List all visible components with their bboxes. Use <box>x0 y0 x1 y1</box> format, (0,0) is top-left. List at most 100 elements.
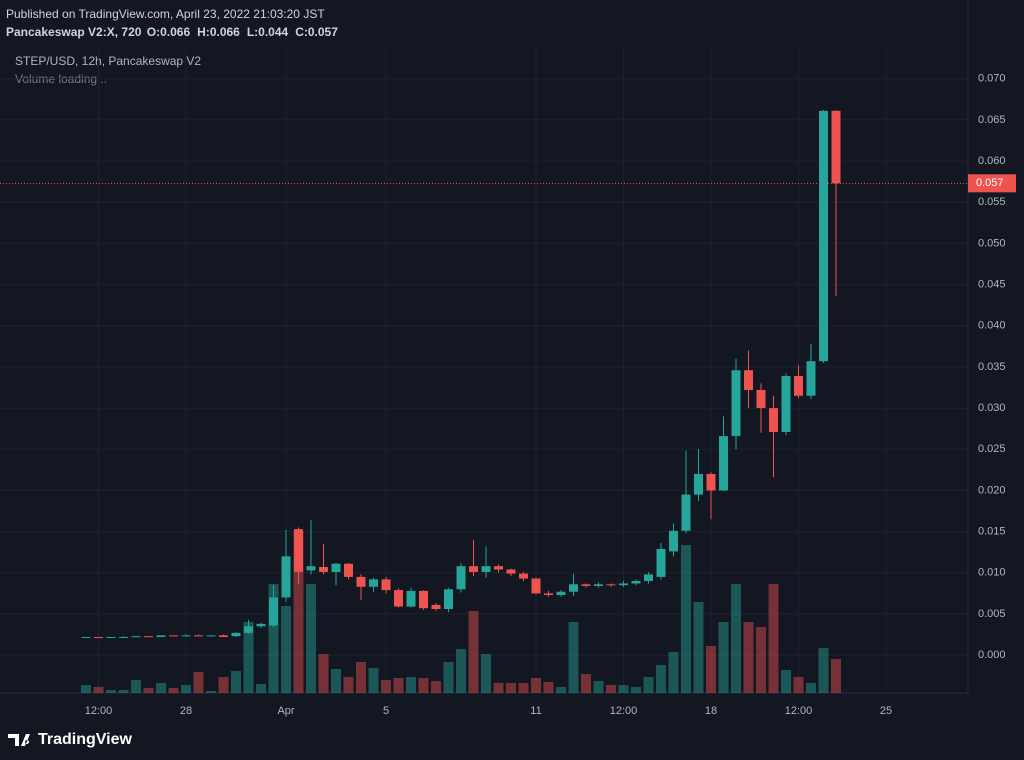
volume-bar <box>781 670 791 693</box>
candle-body <box>94 637 103 639</box>
candle-body <box>156 635 166 638</box>
candle-body <box>244 626 253 633</box>
ohlc-value: 0.044 <box>258 25 289 39</box>
volume-bar <box>418 678 429 693</box>
candle-body <box>256 623 266 627</box>
candle-body <box>594 584 603 586</box>
x-tick-label: 12:00 <box>610 705 638 717</box>
candle-body <box>644 574 653 582</box>
candle-body <box>456 566 466 590</box>
volume-bar <box>343 677 354 693</box>
x-tick-label: 28 <box>180 705 192 717</box>
volume-bar <box>818 648 829 693</box>
volume-bar <box>368 668 379 693</box>
x-tick-label: 12:00 <box>85 705 113 717</box>
candle-body <box>656 548 666 577</box>
volume-bar <box>443 662 454 693</box>
volume-bar <box>93 687 104 693</box>
candle-body <box>469 566 478 572</box>
volume-bar <box>706 646 716 693</box>
volume-bar <box>681 545 691 693</box>
volume-bar <box>393 678 404 693</box>
volume-bar <box>406 677 416 693</box>
volume-bar <box>456 649 466 693</box>
candle-body <box>281 556 291 598</box>
candle-body <box>669 530 678 552</box>
volume-bar <box>618 685 629 693</box>
candle-body <box>619 583 628 586</box>
volume-bar <box>581 674 591 693</box>
ohlc-value: 0.057 <box>307 25 338 39</box>
x-tick-label: 12:00 <box>785 705 813 717</box>
footer: TradingView <box>8 731 132 749</box>
ohlc-key: O: <box>146 25 161 39</box>
y-tick-label: 0.045 <box>978 279 1006 291</box>
y-tick-label: 0.030 <box>978 402 1006 414</box>
volume-bar <box>256 684 266 693</box>
published: Published on TradingView.com, April 23, … <box>6 7 325 21</box>
y-tick-label: 0.015 <box>978 526 1006 538</box>
symbol: Pancakeswap V2:X, 720 <box>6 25 142 39</box>
x-tick-label: 5 <box>383 705 389 717</box>
volume-bar <box>293 531 304 693</box>
candle-body <box>681 494 691 531</box>
candle-body <box>406 590 416 607</box>
volume-bar <box>493 683 504 693</box>
candle-body <box>119 637 128 639</box>
candle-body <box>719 436 728 491</box>
brand: TradingView <box>38 731 132 748</box>
volume-bar <box>306 584 316 693</box>
volume-bar <box>156 683 166 693</box>
x-tick-label: 25 <box>880 705 892 717</box>
volume-bar <box>656 665 666 693</box>
candle-body <box>319 567 328 572</box>
candle-body <box>206 635 216 637</box>
candle-body <box>494 566 503 570</box>
candle-body <box>344 563 353 577</box>
volume-bar <box>268 584 279 693</box>
x-tick-label: Apr <box>277 705 294 717</box>
candle-body <box>769 408 778 432</box>
candle-body <box>556 591 566 596</box>
volume-bar <box>606 685 616 693</box>
y-tick-label: 0.070 <box>978 73 1006 85</box>
candle-body <box>756 389 766 409</box>
ohlc-value: 0.066 <box>160 25 191 39</box>
volume-bar <box>106 690 116 693</box>
candle-body <box>394 590 403 607</box>
candle-body <box>794 375 803 396</box>
volume-bar <box>631 687 641 693</box>
chart-title: STEP/USD, 12h, Pancakeswap V2 <box>15 54 201 68</box>
volume-bar <box>768 584 779 693</box>
candle-body <box>544 593 553 596</box>
candle-body <box>181 635 191 637</box>
price-tag-box <box>968 174 1016 193</box>
candle-body <box>194 635 203 637</box>
volume-bar <box>531 678 541 693</box>
volume-bar <box>206 691 216 693</box>
candle-body <box>231 632 241 637</box>
candle-body <box>331 563 341 572</box>
candle-body <box>631 581 641 584</box>
volume-bar <box>243 622 254 693</box>
volume-bar <box>506 683 516 693</box>
candle-body <box>781 375 791 432</box>
legend-row: Pancakeswap V2:X, 720 O:0.066 H:0.066 L:0.… <box>6 23 343 41</box>
volume-bar <box>281 606 291 693</box>
candle-body <box>144 636 153 638</box>
volume-bar <box>693 602 704 693</box>
volume-bar <box>218 677 229 693</box>
volume-bar <box>568 622 579 693</box>
volume-bar <box>168 688 179 693</box>
candle-body <box>381 579 391 591</box>
candle-body <box>169 635 178 637</box>
volume-bar <box>131 680 141 693</box>
candle-body <box>694 473 703 495</box>
ohlc-key: H: <box>197 25 210 39</box>
candle-body <box>506 569 516 574</box>
volume-bar <box>331 669 341 693</box>
y-tick-label: 0.055 <box>978 196 1006 208</box>
y-tick-label: 0.025 <box>978 443 1006 455</box>
